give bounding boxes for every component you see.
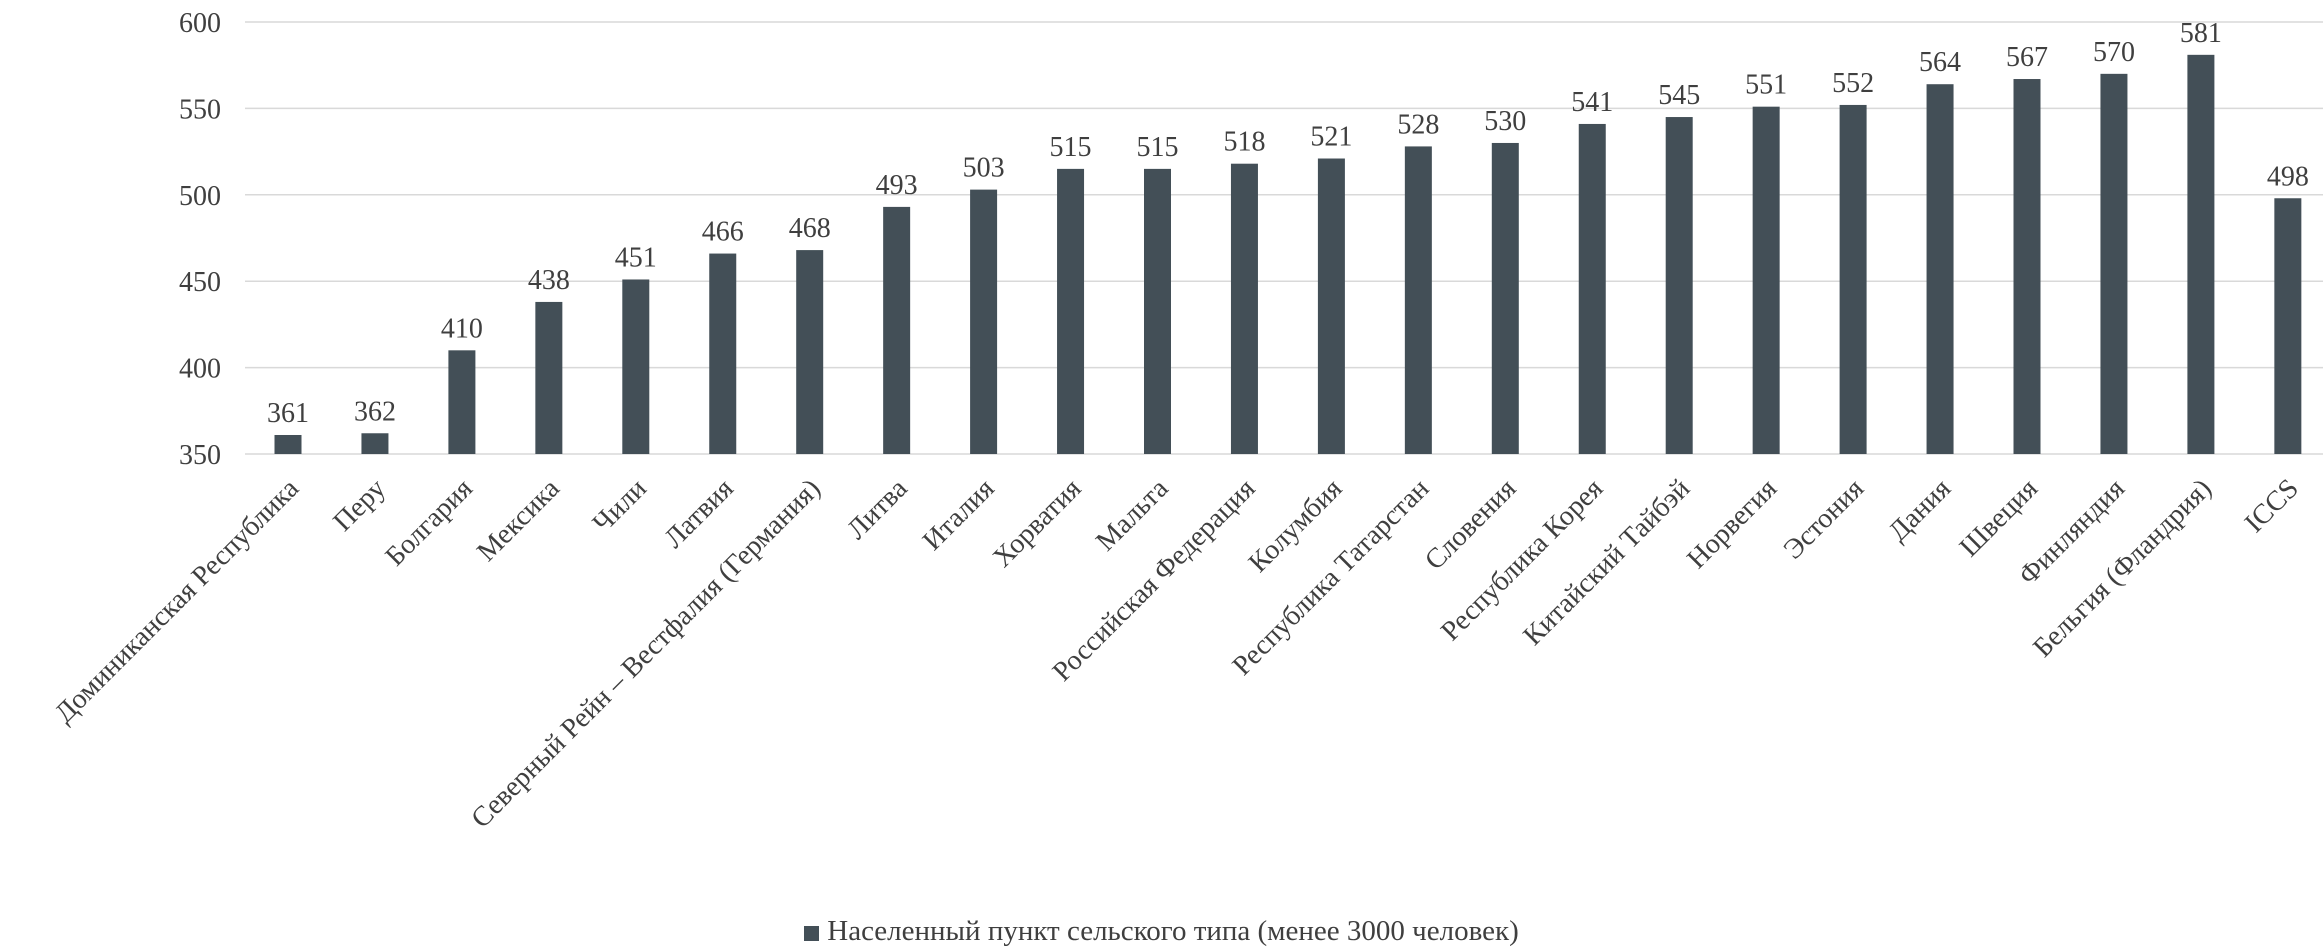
category-label-16: Республика Корея [1435,473,1609,647]
bar-20 [1926,84,1954,454]
category-label-6: Латвия [658,473,739,554]
y-tick-label-600: 600 [179,8,221,39]
bar-19 [1839,104,1867,454]
category-label-20: Дания [1882,473,1957,548]
data-label-2: 362 [354,396,396,427]
data-label-4: 438 [528,265,570,296]
data-label-5: 451 [615,242,657,273]
bar-15 [1491,142,1519,454]
category-label-3: Болгария [380,473,479,572]
bar-11 [1144,168,1171,454]
data-label-22: 570 [2093,37,2135,68]
bar-3 [448,350,476,454]
data-label-9: 503 [963,153,1005,184]
category-label-19: Эстония [1778,473,1870,565]
data-label-16: 541 [1571,87,1613,118]
category-label-4: Мексика [471,473,566,568]
y-tick-label-400: 400 [179,354,221,385]
bar-9 [970,189,998,454]
y-tick-label-500: 500 [179,181,221,212]
bar-1 [274,434,302,454]
bar-8 [883,206,911,454]
y-tick-label-450: 450 [179,267,221,298]
bar-18 [1752,106,1780,454]
category-label-18: Норвегия [1681,473,1783,575]
y-tick-label-350: 350 [179,440,221,471]
y-tick-label-550: 550 [179,94,221,125]
bar-12 [1230,163,1258,455]
category-label-9: Италия [917,473,1001,557]
category-label-5: Чили [587,473,653,539]
data-label-12: 518 [1223,127,1265,158]
data-label-10: 515 [1050,132,1092,163]
bar-16 [1578,123,1606,455]
data-label-21: 567 [2006,42,2048,73]
bar-10 [1057,168,1085,454]
category-label-1: Доминиканская Республика [49,473,306,730]
bar-24 [2274,198,2302,454]
bar-14 [1404,146,1432,454]
legend-swatch [804,925,820,941]
data-label-13: 521 [1310,122,1352,153]
data-label-1: 361 [267,398,309,429]
category-label-10: Хорватия [987,473,1088,574]
legend: Населенный пункт сельского типа (менее 3… [0,914,2323,948]
data-label-17: 545 [1658,80,1700,111]
legend-label: Населенный пункт сельского типа (менее 3… [827,915,1519,947]
bar-22 [2100,73,2128,454]
bar-17 [1665,117,1693,454]
data-label-6: 466 [702,217,744,248]
data-label-14: 528 [1397,109,1439,140]
data-label-18: 551 [1745,70,1787,101]
category-label-17: Китайский Тайбэй [1517,473,1696,652]
category-label-2: Перу [327,473,392,538]
data-label-20: 564 [1919,47,1961,78]
data-label-7: 468 [789,213,831,244]
bar-2 [361,433,389,454]
bar-7 [796,250,824,454]
bar-23 [2187,54,2215,454]
data-label-3: 410 [441,313,483,344]
bar-5 [622,279,650,454]
category-label-11: Мальта [1090,473,1175,558]
bar-4 [535,301,563,454]
data-label-11: 515 [1137,132,1179,163]
category-label-8: Литва [841,473,914,546]
data-label-8: 493 [876,170,918,201]
category-label-21: Швеция [1954,473,2044,563]
data-label-19: 552 [1832,68,1874,99]
data-label-15: 530 [1484,106,1526,137]
bar-21 [2013,79,2041,455]
bar-13 [1317,158,1345,454]
bar-6 [709,253,737,454]
category-label-24: ICCS [2239,473,2305,539]
data-label-24: 498 [2267,161,2309,192]
data-label-23: 581 [2180,18,2222,49]
